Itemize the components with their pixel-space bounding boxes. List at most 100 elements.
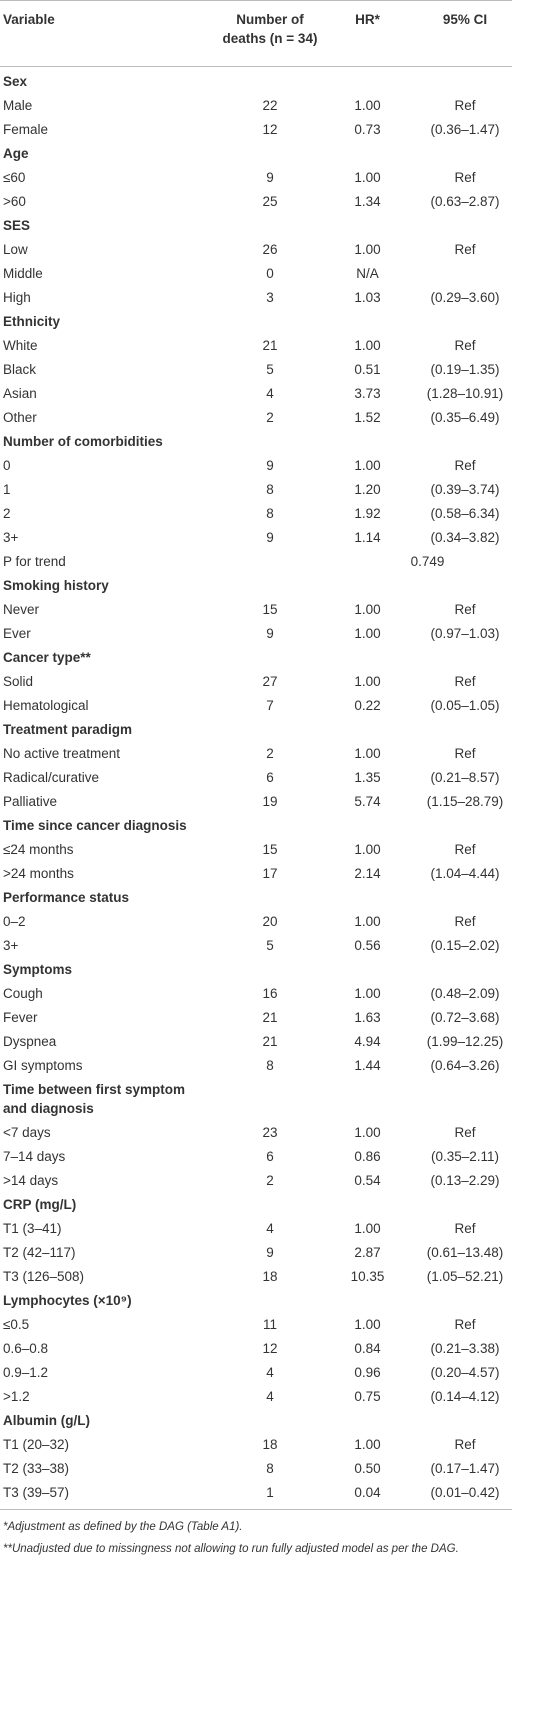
- ci-cell: Ref: [454, 746, 476, 761]
- hr-cell: 0.50: [354, 1461, 381, 1476]
- deaths-cell: 8: [266, 482, 274, 497]
- ci-cell: Ref: [454, 338, 476, 353]
- hr-cell: 1.00: [354, 986, 381, 1001]
- hr-cell: 0.51: [354, 362, 381, 377]
- hr-cell: N/A: [356, 266, 379, 281]
- section-heading: Cancer type**: [3, 650, 91, 665]
- section-heading: Sex: [3, 74, 28, 89]
- section-heading: Symptoms: [3, 962, 73, 977]
- hr-cell: 1.00: [354, 458, 381, 473]
- row-label: <7 days: [3, 1125, 51, 1140]
- hr-cell: 1.92: [354, 506, 381, 521]
- section-heading: Albumin (g/L): [3, 1413, 90, 1428]
- deaths-cell: 6: [266, 770, 274, 785]
- deaths-cell: 4: [266, 1365, 274, 1380]
- hr-cell: 1.34: [354, 194, 381, 209]
- row-label: 7–14 days: [3, 1149, 66, 1164]
- ci-cell: Ref: [454, 1317, 476, 1332]
- ci-cell: (0.97–1.03): [430, 626, 500, 641]
- ci-cell: (0.05–1.05): [430, 698, 500, 713]
- row-label: Dyspnea: [3, 1034, 57, 1049]
- row-label: White: [3, 338, 38, 353]
- ci-cell: (0.17–1.47): [430, 1461, 500, 1476]
- row-label: Asian: [3, 386, 37, 401]
- row-label: Hematological: [3, 698, 89, 713]
- hr-cell: 1.00: [354, 842, 381, 857]
- hr-cell: 1.00: [354, 674, 381, 689]
- header-hr: HR*: [355, 12, 380, 27]
- section-heading: CRP (mg/L): [3, 1197, 77, 1212]
- hr-cell: 1.00: [354, 626, 381, 641]
- deaths-cell: 8: [266, 1058, 274, 1073]
- ci-cell: (0.63–2.87): [430, 194, 500, 209]
- row-label: 0: [3, 458, 11, 473]
- row-label: Radical/curative: [3, 770, 100, 785]
- ci-cell: (0.19–1.35): [430, 362, 500, 377]
- hr-cell: 1.00: [354, 170, 381, 185]
- ci-cell: (0.35–6.49): [430, 410, 500, 425]
- row-label: Never: [3, 602, 40, 617]
- row-label: >24 months: [3, 866, 74, 881]
- section-heading: Performance status: [3, 890, 130, 905]
- hr-cell: 1.14: [354, 530, 381, 545]
- section-heading: Ethnicity: [3, 314, 61, 329]
- ci-cell: (0.36–1.47): [430, 122, 500, 137]
- row-label: T2 (33–38): [3, 1461, 70, 1476]
- row-label: Solid: [3, 674, 34, 689]
- hr-cell: 3.73: [354, 386, 381, 401]
- ci-cell: (0.64–3.26): [430, 1058, 500, 1073]
- ci-cell: Ref: [454, 842, 476, 857]
- deaths-cell: 8: [266, 506, 274, 521]
- deaths-cell: 9: [266, 458, 274, 473]
- ci-cell: (0.34–3.82): [430, 530, 500, 545]
- row-label: T1 (20–32): [3, 1437, 70, 1452]
- top-rule: [0, 0, 512, 1]
- hr-cell: 0.56: [354, 938, 381, 953]
- ci-cell: (0.35–2.11): [430, 1149, 500, 1164]
- row-label: >1.2: [3, 1389, 30, 1404]
- hr-cell: 1.52: [354, 410, 381, 425]
- section-heading: SES: [3, 218, 31, 233]
- row-label: 0.9–1.2: [3, 1365, 49, 1380]
- hr-cell: 0.04: [354, 1485, 381, 1500]
- hr-cell: 1.00: [354, 1317, 381, 1332]
- row-label: T3 (126–508): [3, 1269, 85, 1284]
- ci-cell: (0.58–6.34): [430, 506, 500, 521]
- ci-cell: Ref: [454, 98, 476, 113]
- deaths-cell: 7: [266, 698, 274, 713]
- deaths-cell: 12: [262, 1341, 278, 1356]
- ci-cell: Ref: [454, 674, 476, 689]
- ci-cell: Ref: [454, 602, 476, 617]
- ci-cell: (1.05–52.21): [426, 1269, 504, 1284]
- ci-cell: Ref: [454, 1221, 476, 1236]
- deaths-cell: 9: [266, 1245, 274, 1260]
- hr-cell: 1.00: [354, 1125, 381, 1140]
- deaths-cell: 8: [266, 1461, 274, 1476]
- ci-cell: Ref: [454, 1437, 476, 1452]
- deaths-cell: 6: [266, 1149, 274, 1164]
- row-label: Low: [3, 242, 28, 257]
- deaths-cell: 5: [266, 362, 274, 377]
- deaths-cell: 11: [262, 1317, 277, 1332]
- row-label: Fever: [3, 1010, 38, 1025]
- row-label: 0–2: [3, 914, 26, 929]
- ci-cell: (0.14–4.12): [430, 1389, 500, 1404]
- deaths-cell: 19: [262, 794, 278, 809]
- deaths-cell: 2: [266, 746, 274, 761]
- section-heading: Smoking history: [3, 578, 109, 593]
- deaths-cell: 15: [262, 842, 278, 857]
- section-heading: Time between first symptom and diagnosis: [3, 1082, 186, 1116]
- row-label: Female: [3, 122, 49, 137]
- header-variable: Variable: [3, 12, 55, 27]
- deaths-cell: 12: [262, 122, 278, 137]
- row-label: 2: [3, 506, 11, 521]
- deaths-cell: 25: [262, 194, 278, 209]
- ci-cell: (0.01–0.42): [430, 1485, 500, 1500]
- header-rule: [0, 66, 512, 67]
- row-label: ≤24 months: [3, 842, 74, 857]
- footnote: **Unadjusted due to missingness not allo…: [3, 1543, 459, 1555]
- row-label: 3+: [3, 938, 19, 953]
- ci-cell: (0.39–3.74): [430, 482, 500, 497]
- hr-cell: 1.03: [354, 290, 381, 305]
